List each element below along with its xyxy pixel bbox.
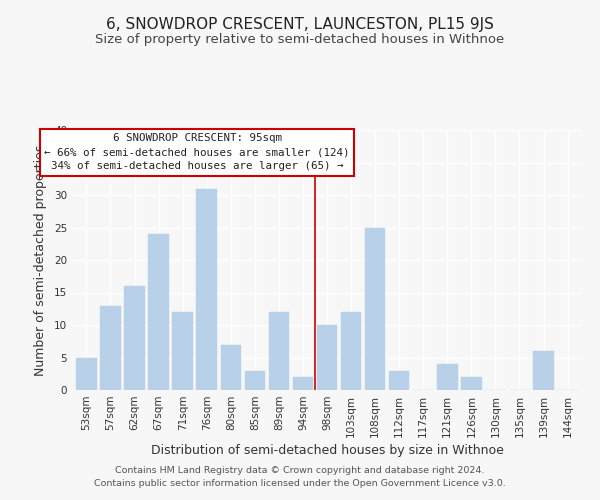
Bar [245, 370, 265, 390]
Bar [293, 377, 313, 390]
Bar [317, 325, 337, 390]
Bar [148, 234, 169, 390]
Bar [196, 188, 217, 390]
Bar [533, 351, 554, 390]
Bar [365, 228, 385, 390]
Y-axis label: Number of semi-detached properties: Number of semi-detached properties [34, 144, 47, 376]
Bar [100, 306, 121, 390]
X-axis label: Distribution of semi-detached houses by size in Withnoe: Distribution of semi-detached houses by … [151, 444, 503, 457]
Text: 6, SNOWDROP CRESCENT, LAUNCESTON, PL15 9JS: 6, SNOWDROP CRESCENT, LAUNCESTON, PL15 9… [106, 18, 494, 32]
Bar [437, 364, 458, 390]
Bar [76, 358, 97, 390]
Text: 6 SNOWDROP CRESCENT: 95sqm
← 66% of semi-detached houses are smaller (124)
34% o: 6 SNOWDROP CRESCENT: 95sqm ← 66% of semi… [44, 133, 350, 171]
Bar [124, 286, 145, 390]
Bar [172, 312, 193, 390]
Bar [221, 344, 241, 390]
Bar [389, 370, 409, 390]
Text: Size of property relative to semi-detached houses in Withnoe: Size of property relative to semi-detach… [95, 32, 505, 46]
Bar [461, 377, 482, 390]
Bar [341, 312, 361, 390]
Bar [269, 312, 289, 390]
Text: Contains HM Land Registry data © Crown copyright and database right 2024.
Contai: Contains HM Land Registry data © Crown c… [94, 466, 506, 487]
